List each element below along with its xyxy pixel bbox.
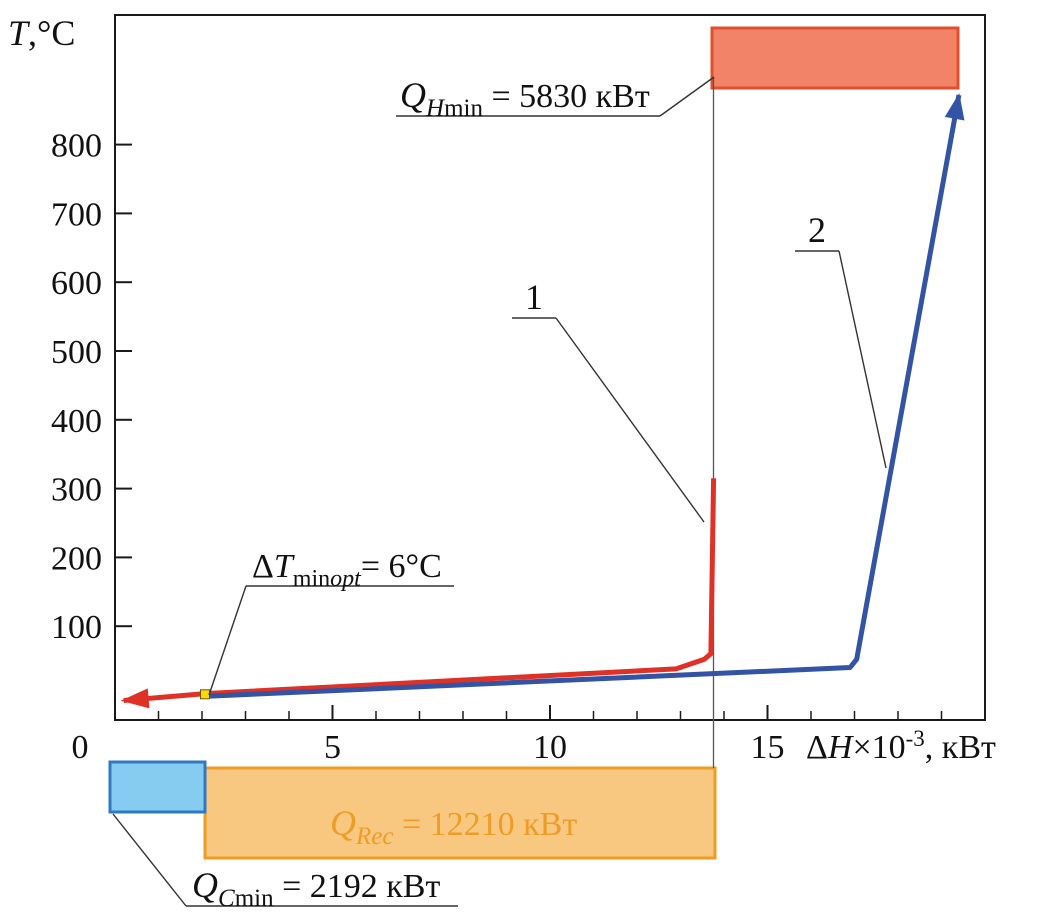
qrec-label: QRec = 12210 кВт: [330, 803, 577, 850]
y-tick-label: 400: [51, 403, 102, 440]
hot-composite-curve: [120, 478, 717, 709]
curve1-callout-label: 1: [525, 277, 543, 317]
heat-recovery-rect: [203, 766, 717, 860]
x-tick-label: 0: [72, 729, 89, 766]
composite-curves: [120, 93, 965, 709]
y-tick-label: 800: [51, 128, 102, 165]
qhmin-label: QHmin = 5830 кВт: [400, 75, 650, 122]
curve2-leader-line: [838, 250, 887, 469]
axis-ticks: 100 200 300 400 500 600 700 800 0 5 10 15: [51, 128, 943, 766]
curve1-leader-line: [555, 317, 705, 523]
hot-utility-rect: [710, 26, 960, 90]
cold-composite-curve: [204, 93, 965, 699]
x-tick-label: 10: [533, 729, 567, 766]
qcmin-leader-line: [112, 813, 187, 907]
x-tick-label: 15: [751, 729, 785, 766]
pinch-point-marker: [200, 689, 210, 700]
qcmin-label: QCmin = 2192 кВт: [192, 865, 440, 912]
y-axis-title: T,°C: [8, 13, 75, 53]
y-tick-label: 700: [51, 196, 102, 233]
y-tick-label: 100: [51, 609, 102, 646]
cold-utility-rect: [108, 760, 207, 814]
dtmin-leader-line: [208, 585, 247, 696]
curve2-callout-label: 2: [808, 210, 826, 250]
qhmin-leader-line: [659, 76, 715, 117]
dtmin-label: ΔTminopt= 6°C: [252, 548, 442, 592]
y-tick-label: 500: [51, 334, 102, 371]
y-tick-label: 200: [51, 540, 102, 577]
x-tick-label: 5: [324, 729, 341, 766]
x-axis-title: ΔH×10-3, кВт: [806, 726, 996, 766]
plot-border: [114, 14, 986, 721]
y-tick-label: 300: [51, 472, 102, 509]
y-tick-label: 600: [51, 265, 102, 302]
